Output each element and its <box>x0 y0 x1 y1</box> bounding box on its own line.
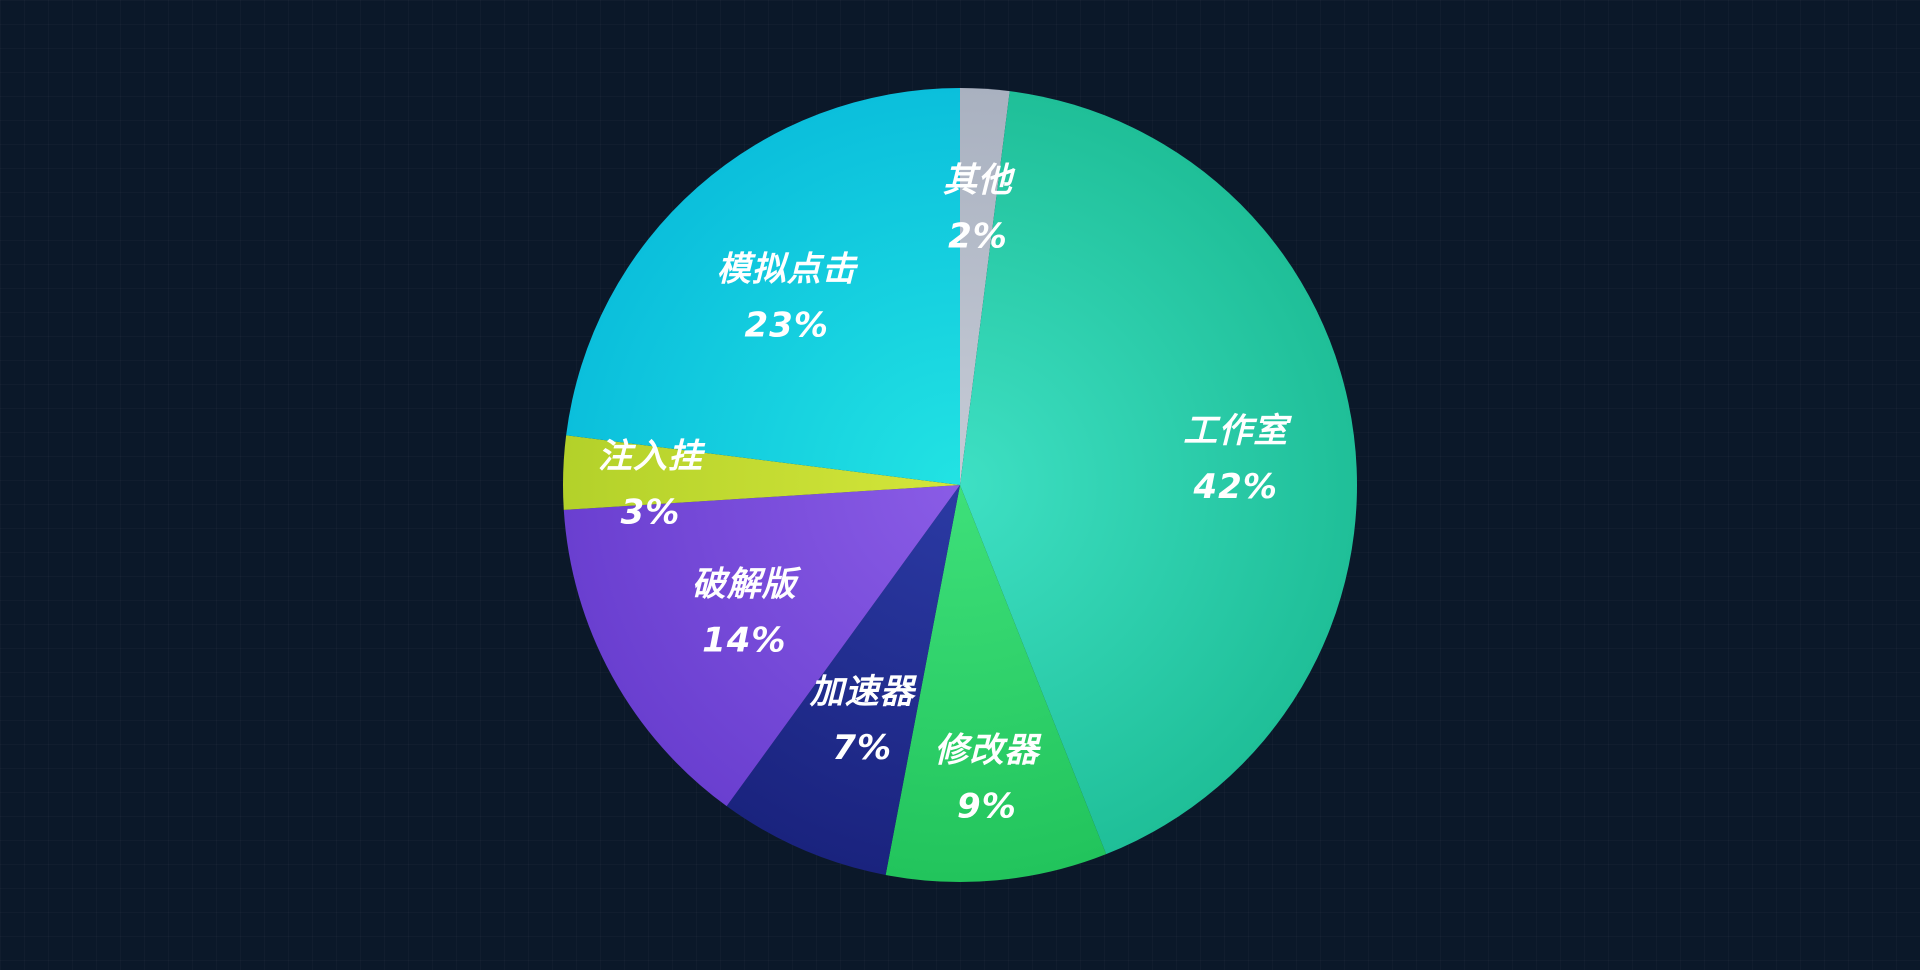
pie-slice <box>960 88 1010 485</box>
slice-category-label: 破解版 <box>692 565 802 605</box>
slice-percent-label: 3% <box>621 492 681 532</box>
slice-percent-label: 42% <box>1193 467 1278 507</box>
slice-category-label: 修改器 <box>934 731 1042 771</box>
pie-slice <box>960 91 1358 855</box>
slice-percent-label: 2% <box>948 217 1008 257</box>
slice-percent-label: 7% <box>832 728 892 768</box>
slice-percent-label: 14% <box>702 621 786 661</box>
slice-category-label: 模拟点击 <box>717 249 859 289</box>
slice-category-label: 注入挂 <box>598 436 706 476</box>
pie-slice <box>563 435 960 510</box>
pie-slice <box>885 485 1107 882</box>
pie-labels: 其他 2% 工作室 42% 修改器 9% 加速器 7% 破解版 14% 注入挂 3% 模拟点击 23% <box>598 161 1292 827</box>
pie-slices <box>563 88 1358 882</box>
slice-percent-label: 9% <box>957 787 1017 827</box>
slice-category-label: 加速器 <box>809 672 918 712</box>
slice-category-label: 工作室 <box>1183 411 1292 451</box>
pie-slice <box>566 88 960 485</box>
slice-percent-label: 23% <box>745 305 829 345</box>
slice-category-label: 其他 <box>943 161 1016 201</box>
pie-slice <box>563 485 960 807</box>
pie-slice <box>726 485 960 875</box>
